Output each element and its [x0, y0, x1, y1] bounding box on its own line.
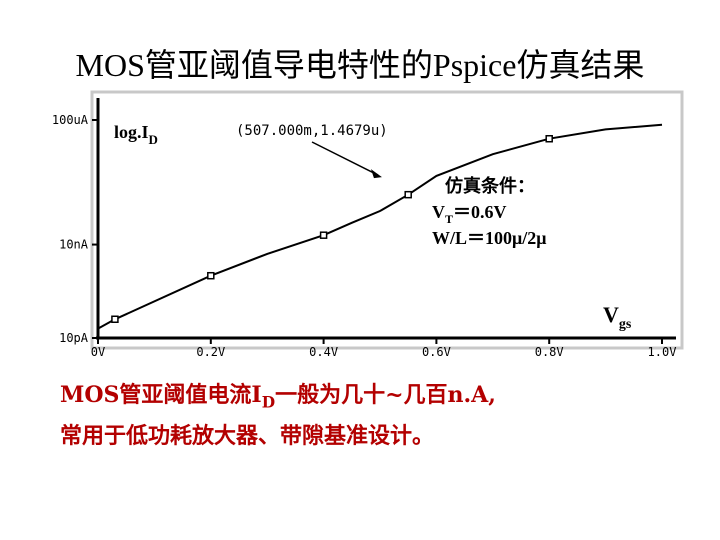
x-tick-label-0: 0V — [91, 345, 105, 359]
data-point-3 — [404, 190, 412, 199]
chart-frame — [90, 90, 684, 350]
annotation-label: (507.000m,1.4679u) — [236, 123, 388, 139]
data-point-2 — [319, 231, 328, 239]
annotation-leader — [311, 141, 379, 176]
y-axis-label-sub: D — [149, 132, 158, 147]
x-axis-label: Vgs — [603, 302, 632, 332]
conditions-heading: 仿真条件： — [445, 175, 535, 196]
x-tick-label-5: 1.0V — [648, 345, 677, 359]
x-axis-label-main: V — [603, 302, 619, 327]
y-tick-label-1: 10nA — [59, 238, 89, 252]
conditions-vt-value: ＝0.6V — [453, 202, 507, 222]
note-line-2: 常用于低功耗放大器、带隙基准设计。 — [60, 423, 435, 450]
data-point-1 — [207, 271, 215, 280]
x-tick-label-4: 0.8V — [535, 345, 564, 359]
series-line-0 — [97, 123, 663, 330]
conditions-vt-main: V — [432, 202, 445, 222]
note-line-1-sub: D — [261, 393, 276, 412]
y-tick-label-0: 10pA — [59, 331, 89, 345]
y-axis-label: log.ID — [114, 122, 158, 147]
note-line-1: MOS管亚阈值电流ID一般为几十~几百n.A, — [60, 378, 710, 419]
y-axis-label-main: log.I — [114, 122, 149, 142]
annotation-arrowhead — [370, 169, 382, 179]
x-tick-label-2: 0.4V — [309, 345, 338, 359]
data-point-4 — [545, 134, 553, 143]
data-point-0 — [111, 315, 119, 324]
y-tick-label-2: 100uA — [52, 113, 89, 127]
page-title: MOS管亚阈值导电特性的Pspice仿真结果 — [75, 47, 645, 83]
note-line-1a: MOS管亚阈值电流I — [60, 382, 262, 408]
x-axis-label-sub: gs — [619, 317, 632, 332]
x-tick-label-3: 0.6V — [422, 345, 451, 359]
conditions-wl: W/L＝100μ/2μ — [432, 228, 546, 248]
note-line-1b: 一般为几十~几百n.A, — [275, 382, 496, 408]
conditions-vt: VT＝0.6V — [432, 202, 507, 226]
x-tick-label-1: 0.2V — [196, 345, 225, 359]
conditions-vt-sub: T — [445, 212, 453, 226]
description-note: MOS管亚阈值电流ID一般为几十~几百n.A, 常用于低功耗放大器、带隙基准设计… — [60, 378, 710, 453]
